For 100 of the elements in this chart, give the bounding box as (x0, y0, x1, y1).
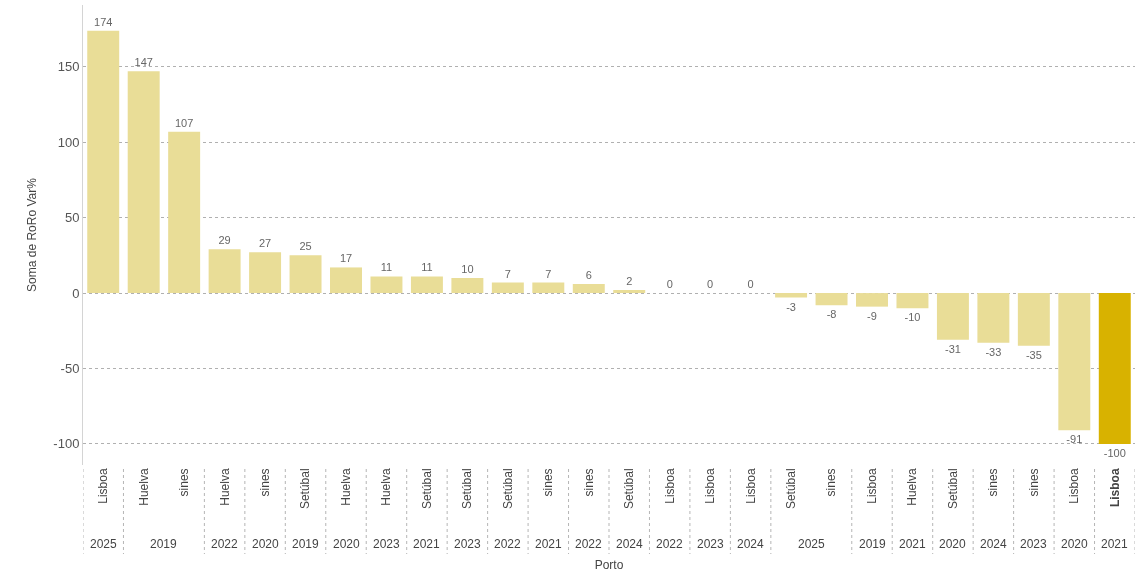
data-label: -3 (786, 300, 796, 313)
data-label: -10 (904, 311, 921, 324)
data-label: 11 (380, 261, 393, 274)
text: 2020 (1061, 537, 1089, 551)
x-tick-label: sines (541, 468, 556, 497)
data-label: 0 (707, 278, 714, 291)
x-tick-label: Huelva (217, 468, 232, 506)
x-axis-title: Porto (594, 558, 624, 572)
text: 2025 (90, 537, 118, 551)
data-label: 17 (339, 252, 353, 265)
data-label: 11 (421, 261, 433, 274)
x-tick-label: Setúbal (460, 468, 475, 510)
x-tick-label: Huelva (338, 468, 353, 506)
data-label: 107 (174, 116, 194, 129)
x-tick-label: sines (1026, 468, 1041, 497)
data-label: -31 (944, 342, 961, 355)
x-tick-label: Huelva (379, 468, 394, 506)
text: 2019 (292, 537, 320, 551)
data-label: -8 (826, 308, 837, 321)
x-tick-label: Lisboa (1067, 468, 1082, 504)
text: 2024 (616, 537, 644, 551)
text: 2025 (798, 537, 826, 551)
bar (491, 282, 524, 294)
text: 2023 (373, 537, 401, 551)
text: 2021 (899, 537, 927, 551)
y-tick-label: 0 (72, 285, 80, 301)
x-tick-label: Setúbal (419, 468, 434, 510)
bar (289, 255, 322, 294)
data-label: -91 (1066, 433, 1083, 446)
x-tick-label: Setúbal (622, 468, 637, 510)
bar (977, 293, 1010, 343)
bar (896, 293, 929, 309)
data-label: 0 (747, 278, 754, 291)
x-tick-label: Lisboa (662, 468, 677, 504)
x-tick-label: Huelva (136, 468, 151, 506)
x-tick-label: Lisboa (864, 468, 879, 504)
data-label: -35 (1025, 348, 1042, 361)
y-tick-label: 100 (57, 134, 80, 150)
data-label: -100 (1103, 446, 1126, 459)
data-label: 27 (258, 237, 272, 250)
bar (87, 30, 120, 294)
bar (208, 249, 241, 294)
bar (1058, 293, 1091, 431)
text: 2019 (150, 537, 178, 551)
x-tick-label: sines (581, 468, 596, 497)
x-tick-label: Huelva (905, 468, 920, 506)
data-label: -9 (867, 309, 877, 322)
x-tick-label: Setúbal (500, 468, 515, 510)
bar (127, 71, 160, 294)
bar (1017, 293, 1050, 346)
bar (815, 293, 848, 306)
text: 2024 (737, 537, 765, 551)
text: 2020 (333, 537, 361, 551)
x-tick-label: sines (824, 468, 839, 497)
bar (572, 284, 605, 294)
text: 2023 (454, 537, 482, 551)
text: 2023 (1020, 537, 1048, 551)
y-tick-label: 50 (64, 210, 80, 226)
bar (330, 267, 362, 294)
text: 2021 (413, 537, 441, 551)
data-label: 147 (134, 56, 153, 69)
x-tick-label: sines (257, 468, 272, 497)
bar (168, 131, 201, 294)
x-tick-label: Lisboa (743, 468, 758, 504)
y-tick-label: -50 (60, 361, 80, 377)
text: 2020 (252, 537, 280, 551)
text: 2022 (494, 537, 522, 551)
x-tick-label: Setúbal (945, 468, 960, 510)
bar (775, 293, 808, 298)
text: 2022 (656, 537, 684, 551)
text: 2021 (535, 537, 563, 551)
bar (613, 290, 646, 294)
data-label: 10 (461, 262, 474, 275)
data-label: 7 (545, 267, 552, 280)
text: 2021 (1101, 537, 1129, 551)
bar (1098, 293, 1131, 444)
bar (936, 293, 969, 340)
x-tick-label: Lisboa (1107, 468, 1122, 508)
y-axis-title: Soma de RoRo Var% (24, 177, 39, 292)
bar (249, 252, 282, 294)
y-tick-label: 150 (57, 59, 80, 75)
bar (370, 276, 403, 294)
data-label: 174 (94, 15, 113, 28)
x-tick-label: Lisboa (703, 468, 718, 504)
data-label: 25 (299, 240, 312, 253)
y-tick-label: -100 (53, 436, 80, 452)
data-label: 2 (626, 275, 633, 288)
text: 2022 (575, 537, 603, 551)
data-label: 0 (666, 278, 673, 291)
data-label: -33 (985, 345, 1002, 358)
data-label: 6 (585, 269, 592, 282)
data-label: 7 (504, 267, 511, 280)
x-tick-label: sines (177, 468, 192, 497)
x-tick-label: Setúbal (783, 468, 798, 510)
x-tick-label: Lisboa (96, 468, 111, 504)
text: 2020 (939, 537, 967, 551)
data-label: 29 (218, 234, 231, 247)
text: 2024 (980, 537, 1008, 551)
text: 2023 (697, 537, 725, 551)
bar (532, 282, 565, 294)
